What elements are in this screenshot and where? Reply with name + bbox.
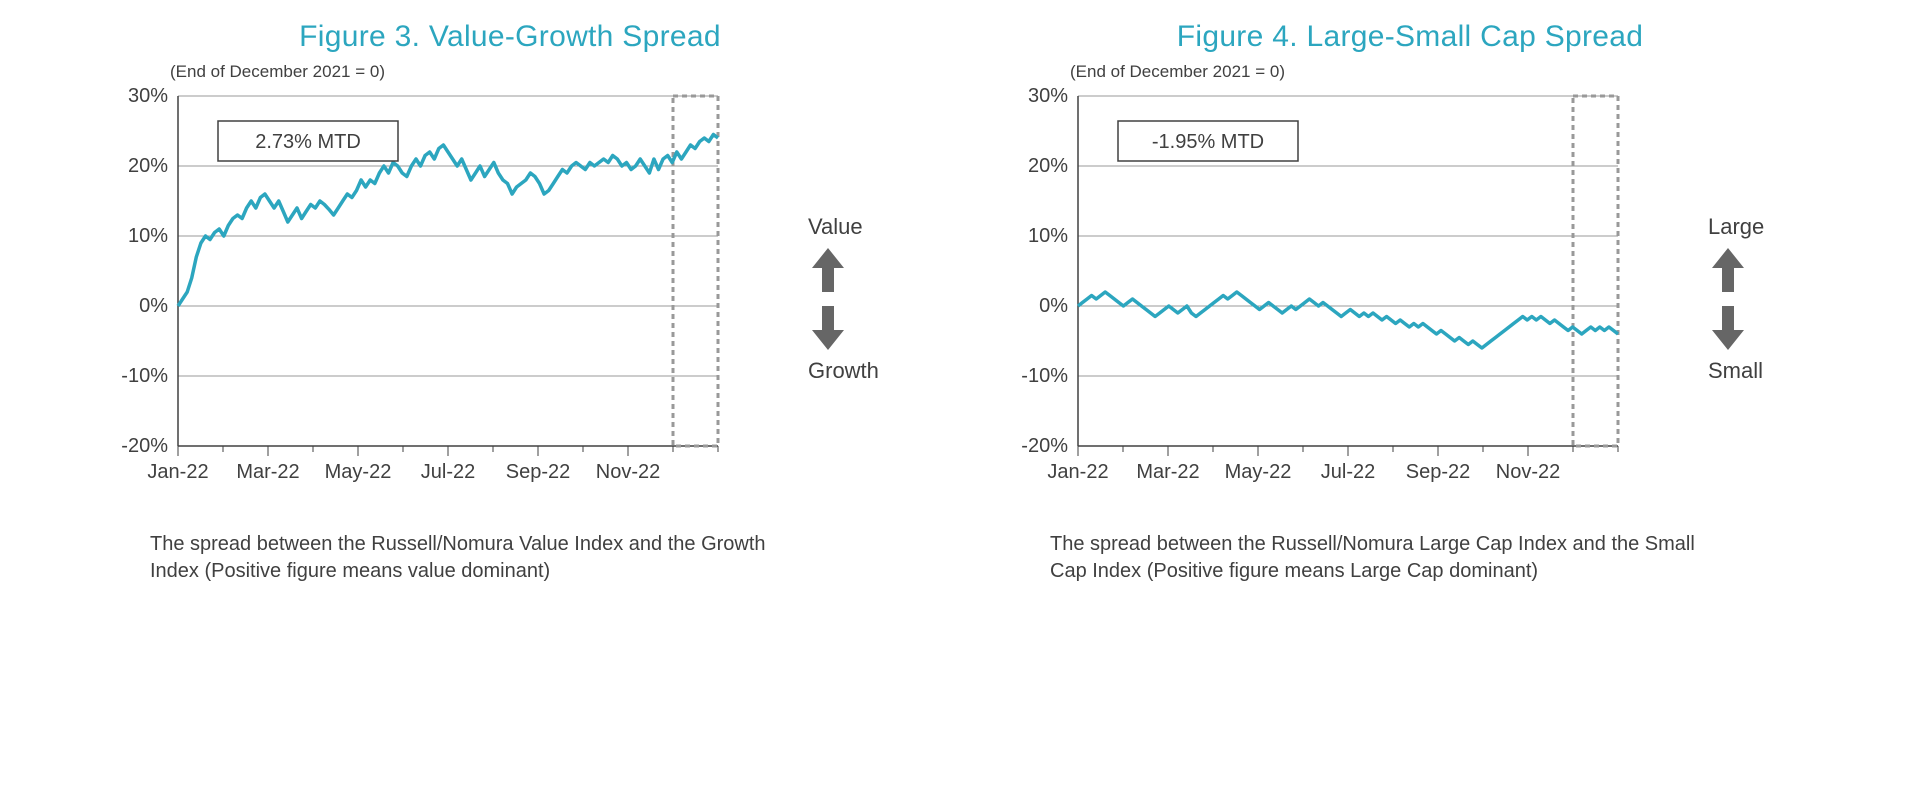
x-tick-label: May-22 (1225, 461, 1292, 483)
y-tick-label: 10% (1028, 225, 1068, 247)
y-tick-label: 20% (1028, 155, 1068, 177)
side-label-bottom: Growth (808, 358, 879, 384)
chart-caption: The spread between the Russell/Nomura La… (1050, 531, 1700, 585)
mtd-label: 2.73% MTD (255, 131, 361, 153)
line-chart-figure4: -20% -10% 0% 10% 20% 30% Jan-22 Mar-22 May-22 Jul… (1000, 86, 1640, 506)
line-chart-figure3: -20% -10% 0% 10% 20% 30% Jan-22 Mar-22 May-22 Jul… (100, 86, 740, 506)
chart-title: Figure 3. Value-Growth Spread (100, 20, 920, 54)
x-tick-label: Mar-22 (1136, 461, 1199, 483)
chart-subtitle: (End of December 2021 = 0) (1070, 62, 1820, 82)
data-line (1078, 292, 1618, 348)
arrow-up-icon (1708, 246, 1748, 296)
chart-row: -20% -10% 0% 10% 20% 30% Jan-22 Mar-22 May-22 Jul… (100, 86, 920, 511)
side-label-top: Value (808, 214, 863, 240)
arrow-down-icon (1708, 302, 1748, 352)
x-tick-label: Mar-22 (236, 461, 299, 483)
x-tick-label: Sep-22 (506, 461, 571, 483)
chart-svg-wrap: -20% -10% 0% 10% 20% 30% Jan-22 Mar-22 May-22 Jul… (1000, 86, 1700, 511)
side-labels: Large Small (1700, 86, 1820, 511)
x-tick-label: Jul-22 (1321, 461, 1375, 483)
x-tick-label: Jan-22 (1047, 461, 1108, 483)
x-tick-label: Nov-22 (1496, 461, 1560, 483)
x-tick-label: Nov-22 (596, 461, 660, 483)
y-tick-label: -20% (1021, 435, 1068, 457)
highlight-box (1573, 96, 1618, 446)
y-tick-label: 0% (139, 295, 168, 317)
y-tick-label: 10% (128, 225, 168, 247)
side-label-bottom: Small (1708, 358, 1763, 384)
chart-panel-figure3: Figure 3. Value-Growth Spread (End of De… (100, 20, 920, 771)
x-tick-label: Sep-22 (1406, 461, 1471, 483)
x-tick-label: Jan-22 (147, 461, 208, 483)
arrow-up-icon (808, 246, 848, 296)
y-tick-label: -10% (121, 365, 168, 387)
side-label-top: Large (1708, 214, 1764, 240)
x-tick-label: May-22 (325, 461, 392, 483)
y-tick-label: 30% (1028, 86, 1068, 107)
chart-row: -20% -10% 0% 10% 20% 30% Jan-22 Mar-22 May-22 Jul… (1000, 86, 1820, 511)
chart-subtitle: (End of December 2021 = 0) (170, 62, 920, 82)
chart-caption: The spread between the Russell/Nomura Va… (150, 531, 800, 585)
side-labels: Value Growth (800, 86, 920, 511)
y-tick-label: 0% (1039, 295, 1068, 317)
y-tick-label: 30% (128, 86, 168, 107)
y-tick-label: -10% (1021, 365, 1068, 387)
y-tick-label: 20% (128, 155, 168, 177)
arrow-down-icon (808, 302, 848, 352)
chart-svg-wrap: -20% -10% 0% 10% 20% 30% Jan-22 Mar-22 May-22 Jul… (100, 86, 800, 511)
y-tick-label: -20% (121, 435, 168, 457)
mtd-label: -1.95% MTD (1152, 131, 1264, 153)
x-tick-label: Jul-22 (421, 461, 475, 483)
chart-title: Figure 4. Large-Small Cap Spread (1000, 20, 1820, 54)
chart-panel-figure4: Figure 4. Large-Small Cap Spread (End of… (1000, 20, 1820, 771)
